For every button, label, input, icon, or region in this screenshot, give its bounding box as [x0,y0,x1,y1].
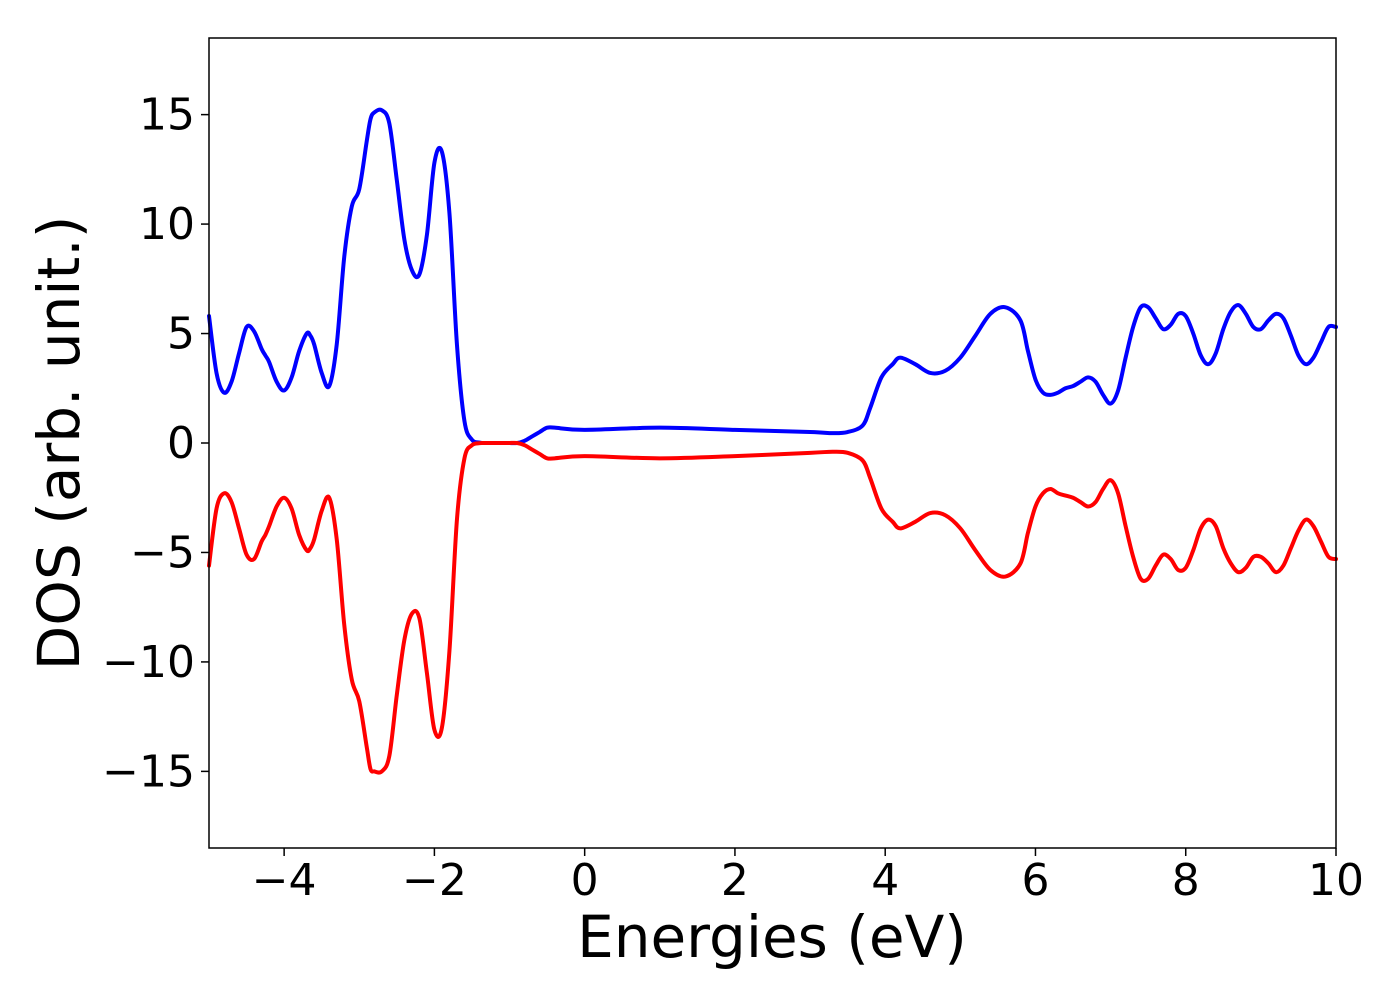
x-axis-label: Energies (eV) [577,903,967,971]
series-layer [207,107,1338,775]
y-tick-label: 0 [167,418,195,469]
x-tick-label: 10 [1308,855,1364,906]
x-tick-label: 2 [721,855,749,906]
x-tick-label: −2 [402,855,467,906]
y-axis-label: DOS (arb. unit.) [25,216,93,671]
y-tick-label: −10 [102,637,195,688]
x-tick-label: 6 [1021,855,1049,906]
spin-down-dos-line [207,440,1338,775]
y-tick-label: 5 [167,309,195,360]
x-tick-label: 8 [1172,855,1200,906]
y-tick-label: 10 [139,199,195,250]
y-tick-label: −5 [130,527,195,578]
y-tick-label: 15 [139,90,195,141]
y-tick-label: −15 [102,746,195,797]
x-tick-label: 0 [571,855,599,906]
y-axis: −15 −10 −5 0 5 10 15 [102,90,209,797]
x-tick-label: −4 [252,855,317,906]
x-tick-label: 4 [871,855,899,906]
spin-up-dos-line [207,107,1338,446]
x-axis: −4 −2 0 2 4 6 8 10 [252,848,1364,906]
